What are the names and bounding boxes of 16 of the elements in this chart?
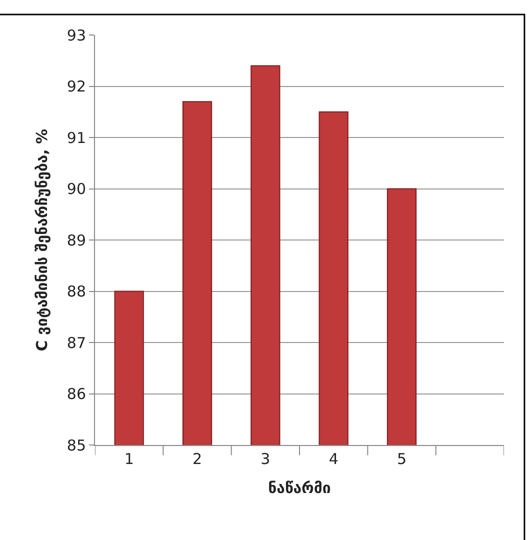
- y-tick-label: 89: [66, 231, 86, 250]
- x-axis-title: ნაწარმი: [268, 479, 331, 497]
- x-tick-label: 3: [260, 450, 270, 468]
- x-tick-label: 1: [124, 450, 134, 468]
- y-tick-label: 93: [66, 26, 86, 44]
- x-tick-label: 2: [192, 450, 202, 468]
- y-tick-label: 92: [66, 78, 86, 96]
- y-tick-label: 86: [66, 385, 86, 403]
- y-tick-label: 87: [66, 334, 86, 352]
- x-tick-label: 5: [396, 450, 407, 468]
- y-tick-label: 91: [66, 128, 86, 147]
- y-tick-label: 85: [66, 436, 86, 454]
- x-tick-label: 4: [328, 450, 338, 468]
- y-tick-label: 90: [66, 180, 86, 198]
- y-axis-title: C ვიტამინის შენარჩუნება, %: [33, 128, 52, 352]
- y-tick-label: 88: [66, 282, 86, 300]
